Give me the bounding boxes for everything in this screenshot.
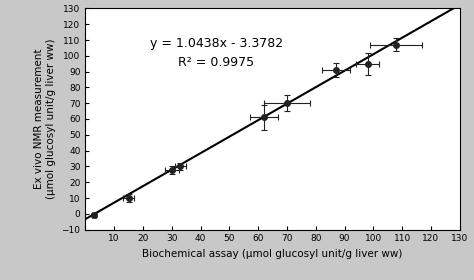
X-axis label: Biochemical assay (μmol glucosyl unit/g liver ww): Biochemical assay (μmol glucosyl unit/g … — [142, 249, 403, 259]
Text: y = 1.0438x - 3.3782
R² = 0.9975: y = 1.0438x - 3.3782 R² = 0.9975 — [150, 37, 283, 69]
Y-axis label: Ex vivo NMR measurement
(μmol glucosyl unit/g liver ww): Ex vivo NMR measurement (μmol glucosyl u… — [34, 39, 56, 199]
